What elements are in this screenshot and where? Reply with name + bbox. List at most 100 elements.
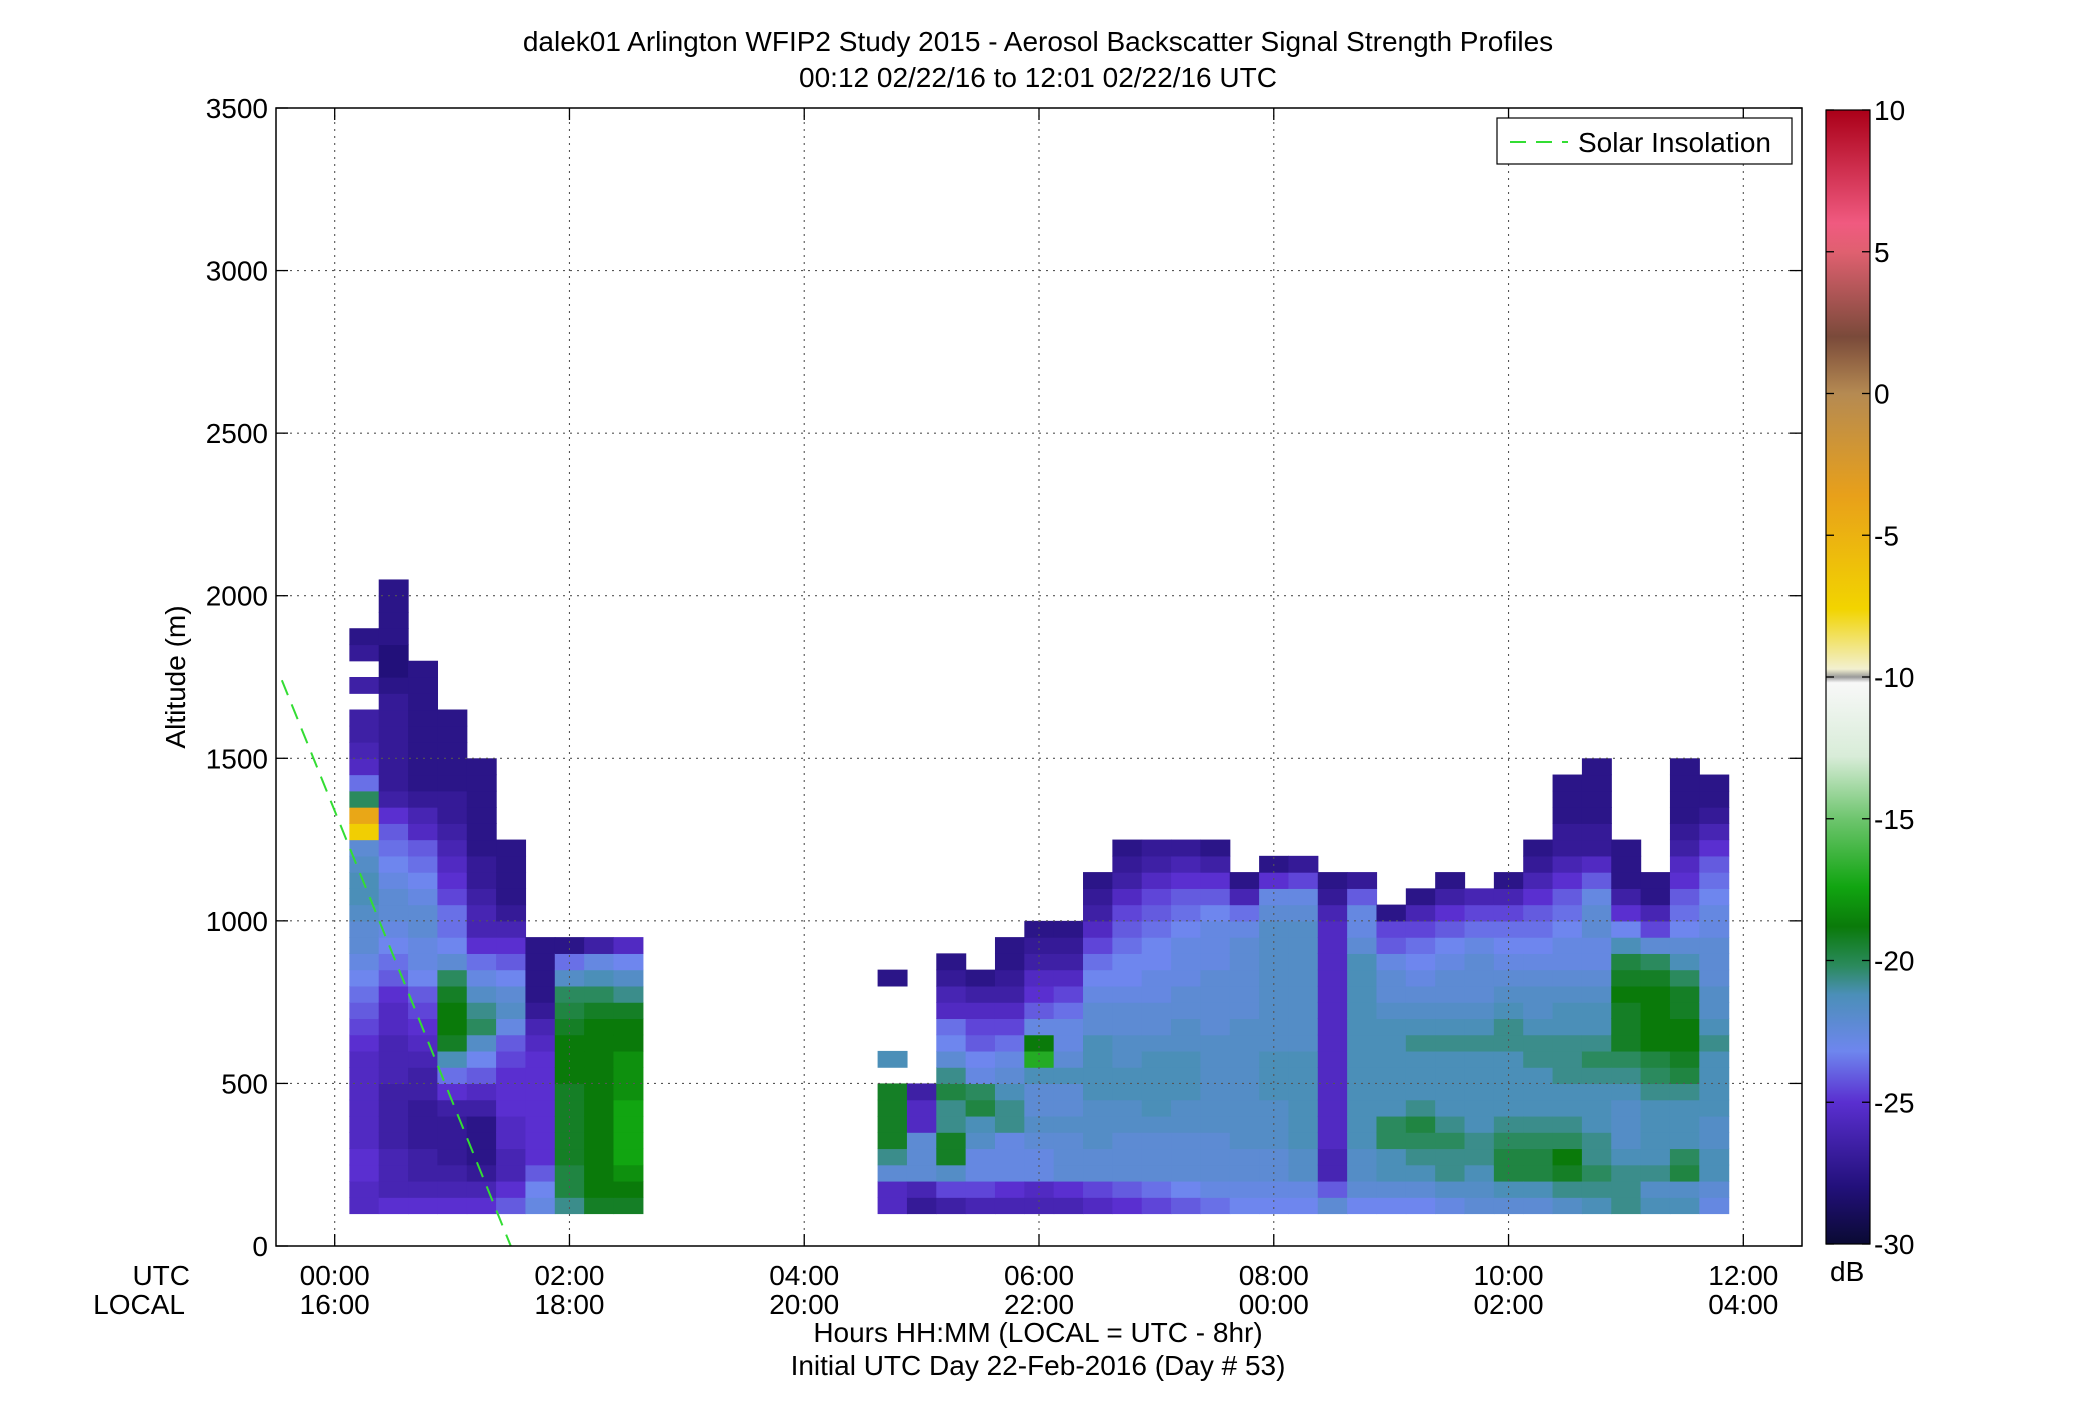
heatmap-cell (1699, 888, 1730, 906)
heatmap-cell (1405, 1018, 1436, 1036)
heatmap-cell (1083, 1148, 1113, 1166)
heatmap-cell (554, 1050, 585, 1068)
heatmap-cell (349, 969, 380, 987)
heatmap-cell (349, 872, 380, 889)
heatmap-cell (1347, 1164, 1378, 1182)
heatmap-cell (1464, 1099, 1495, 1117)
heatmap-cell (1259, 1180, 1290, 1198)
heatmap-cell (1288, 1034, 1319, 1052)
heatmap-cell (1640, 1083, 1671, 1101)
heatmap-cell (1669, 1050, 1700, 1068)
heatmap-cell (994, 1034, 1025, 1052)
heatmap-cell (1024, 937, 1055, 954)
heatmap-cell (466, 888, 497, 906)
heatmap-cell (466, 758, 497, 776)
heatmap-cell (613, 1018, 644, 1036)
heatmap-cell (1435, 888, 1466, 906)
heatmap-cell (584, 1180, 615, 1198)
heatmap-cell (1581, 953, 1612, 971)
heatmap-cell (1669, 904, 1700, 922)
heatmap-cell (1640, 1148, 1671, 1166)
heatmap-cell (965, 1164, 996, 1182)
heatmap-cell (1141, 1067, 1172, 1085)
heatmap-cell (1552, 1164, 1583, 1182)
x-row-label-utc: UTC (132, 1260, 190, 1291)
heatmap-cell (1141, 1197, 1172, 1215)
heatmap-cell (1053, 953, 1084, 971)
heatmap-cell (1405, 1067, 1436, 1085)
heatmap-cell (1640, 1018, 1671, 1036)
heatmap-cell (525, 953, 556, 971)
heatmap-cell (1464, 888, 1495, 906)
heatmap-cell (466, 985, 497, 1003)
heatmap-cell (1317, 1050, 1348, 1068)
heatmap-cell (1493, 888, 1524, 906)
heatmap-cell (1200, 872, 1231, 889)
heatmap-cell (1229, 1050, 1260, 1068)
heatmap-cell (1669, 888, 1700, 906)
heatmap-cell (408, 855, 439, 873)
heatmap-cell (496, 1034, 527, 1052)
heatmap-cell (1376, 1099, 1407, 1117)
heatmap-cell (1024, 1099, 1055, 1117)
heatmap-cell (1376, 1018, 1407, 1036)
heatmap-cell (408, 920, 439, 938)
heatmap-cell (1171, 888, 1202, 906)
heatmap-cell (408, 660, 439, 678)
heatmap-cell (613, 985, 644, 1003)
heatmap-cell (554, 1034, 585, 1052)
heatmap-cell (466, 1067, 497, 1085)
heatmap-cell (1464, 969, 1495, 987)
heatmap-cell (1083, 1002, 1113, 1019)
heatmap-cell (1083, 1115, 1113, 1133)
heatmap-cell (1317, 1180, 1348, 1198)
heatmap-cell (1699, 872, 1730, 889)
heatmap-cell (1259, 1197, 1290, 1215)
heatmap-cell (1669, 1002, 1700, 1019)
heatmap-cell (408, 709, 439, 727)
heatmap-cell (466, 969, 497, 987)
heatmap-cell (1112, 1115, 1143, 1133)
heatmap-cell (1083, 1099, 1113, 1117)
heatmap-cell (1611, 1148, 1642, 1166)
heatmap-cell (408, 1002, 439, 1019)
heatmap-cell (1171, 904, 1202, 922)
heatmap-cell (349, 1197, 380, 1215)
heatmap-cell (1376, 1148, 1407, 1166)
heatmap-cell (1464, 1067, 1495, 1085)
heatmap-cell (1317, 1148, 1348, 1166)
heatmap-cell (1669, 969, 1700, 987)
heatmap-cell (1347, 872, 1378, 889)
heatmap-cell (936, 1083, 967, 1101)
heatmap-cell (965, 1034, 996, 1052)
heatmap-cell (994, 1180, 1025, 1198)
heatmap-cell (378, 807, 409, 824)
heatmap-cell (1611, 1132, 1642, 1150)
heatmap-cell (378, 774, 409, 792)
heatmap-cell (1669, 774, 1700, 792)
heatmap-cell (554, 1002, 585, 1019)
heatmap-cell (1112, 985, 1143, 1003)
heatmap-cell (1112, 1148, 1143, 1166)
heatmap-cell (1229, 1018, 1260, 1036)
heatmap-cell (378, 888, 409, 906)
heatmap-cell (1200, 937, 1231, 954)
heatmap-cell (1552, 1083, 1583, 1101)
heatmap-cell (613, 1115, 644, 1133)
heatmap-cell (613, 937, 644, 954)
heatmap-cell (437, 953, 468, 971)
heatmap-cell (1611, 1083, 1642, 1101)
heatmap-cell (1083, 1132, 1113, 1150)
heatmap-cell (1347, 904, 1378, 922)
heatmap-cell (1523, 1083, 1554, 1101)
heatmap-cell (1376, 1197, 1407, 1215)
heatmap-cell (437, 758, 468, 776)
heatmap-cell (936, 1018, 967, 1036)
heatmap-cell (936, 1050, 967, 1068)
heatmap-cell (1259, 920, 1290, 938)
heatmap-cell (1493, 1132, 1524, 1150)
heatmap-cell (466, 1197, 497, 1215)
heatmap-cell (1493, 953, 1524, 971)
heatmap-cell (1640, 904, 1671, 922)
heatmap-cell (408, 953, 439, 971)
